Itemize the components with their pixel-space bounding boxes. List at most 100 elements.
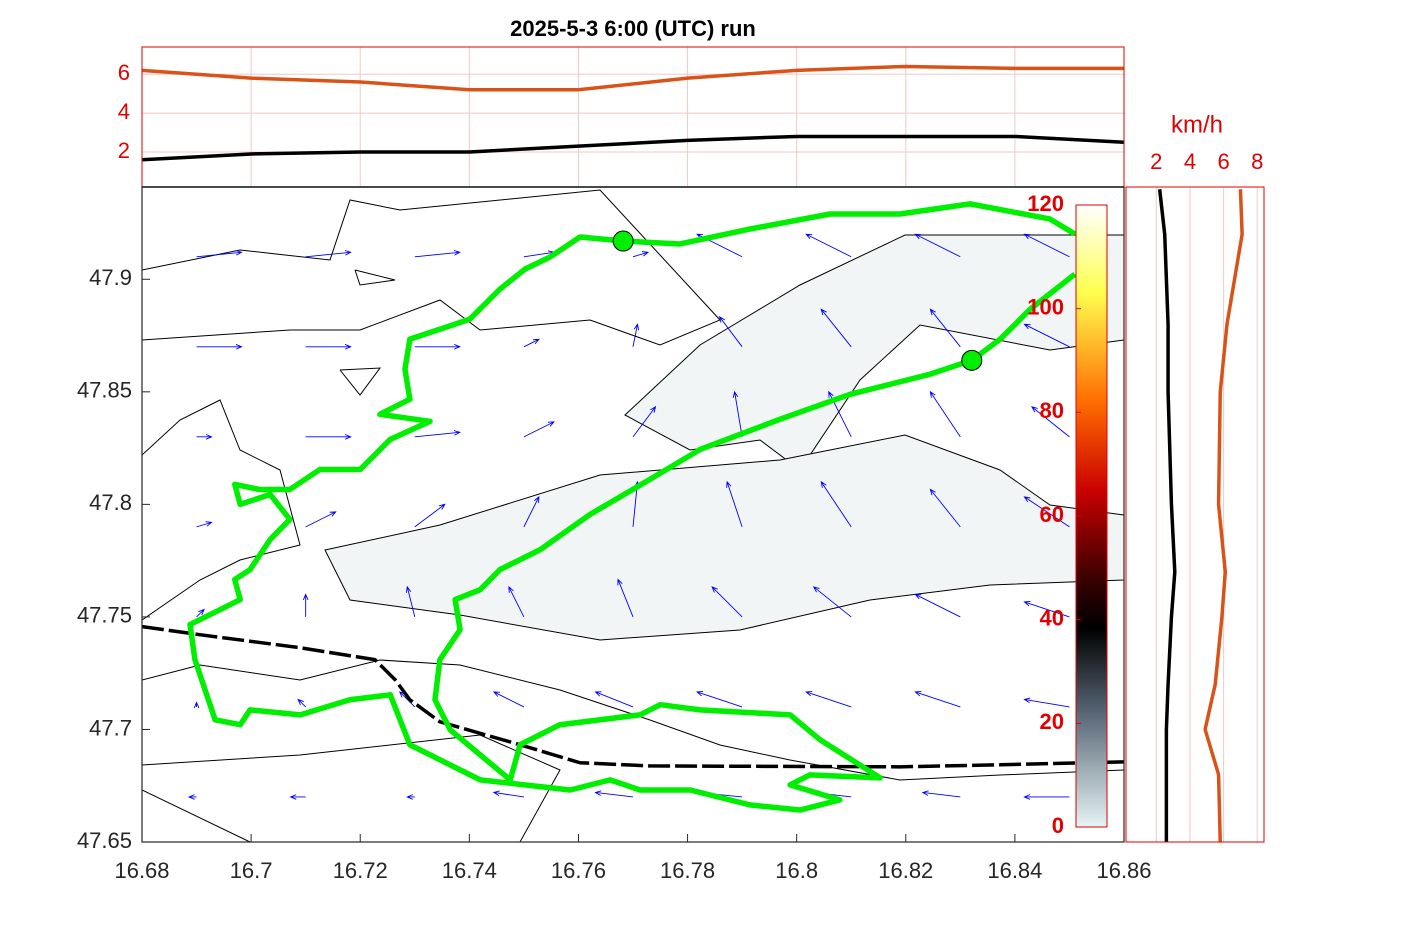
wind-arrow xyxy=(406,794,415,800)
colorbar-tick-label: 80 xyxy=(1040,398,1064,423)
x-tick-label: 16.76 xyxy=(551,858,606,883)
contour-line xyxy=(354,269,396,286)
wind-arrow xyxy=(929,308,961,348)
y-tick-label: 47.85 xyxy=(77,378,132,403)
map-layer xyxy=(142,201,1124,813)
wind-arrow xyxy=(812,586,852,618)
wind-arrow xyxy=(492,790,524,798)
y-tick-label: 6 xyxy=(118,60,130,85)
wind-arrow xyxy=(805,233,852,258)
wind-arrow xyxy=(929,488,961,528)
profile-series xyxy=(1157,189,1177,842)
colorbar-tick-label: 20 xyxy=(1040,709,1064,734)
x-tick-label: 16.74 xyxy=(442,858,497,883)
x-tick-label: 16.72 xyxy=(333,858,388,883)
wind-arrow xyxy=(414,503,446,528)
wind-arrow xyxy=(523,421,555,438)
wind-arrow xyxy=(196,344,243,350)
wind-arrow xyxy=(414,250,461,258)
wind-arrow xyxy=(196,250,243,258)
x-tick-label: 6 xyxy=(1217,149,1229,174)
x-tick-label: 8 xyxy=(1251,149,1263,174)
colorbar-tick-label: 100 xyxy=(1027,294,1064,319)
wind-arrow xyxy=(805,691,852,708)
y-tick-label: 4 xyxy=(118,99,130,124)
panel-frame xyxy=(1125,186,1265,843)
wind-arrow xyxy=(718,315,743,348)
y-tick-label: 47.9 xyxy=(89,265,132,290)
wind-arrow xyxy=(820,308,852,348)
wind-arrow xyxy=(617,578,634,618)
shaded-region xyxy=(324,434,1124,641)
wind-arrow xyxy=(929,390,961,438)
x-tick-label: 16.68 xyxy=(114,858,169,883)
wind-arrow xyxy=(632,323,640,347)
y-tick-label: 47.8 xyxy=(89,490,132,515)
colorbar-tick-label: 0 xyxy=(1052,813,1064,838)
x-tick-label: 16.82 xyxy=(878,858,933,883)
route-marker xyxy=(612,230,634,252)
route-track xyxy=(187,201,1077,813)
contours xyxy=(142,189,1124,842)
wind-arrow xyxy=(193,701,200,709)
contour-line xyxy=(142,734,561,842)
wind-arrow xyxy=(921,790,961,798)
wind-arrow xyxy=(305,344,352,350)
wind-arrow xyxy=(305,434,352,440)
wind-arrow xyxy=(732,390,743,437)
wind-arrow xyxy=(914,233,961,258)
wind-arrow xyxy=(297,698,306,708)
x-tick-label: 16.7 xyxy=(230,858,273,883)
wind-arrow xyxy=(914,593,961,618)
shaded-region xyxy=(624,234,1124,471)
y-tick-label: 47.7 xyxy=(89,715,132,740)
y-tick-label: 47.65 xyxy=(77,828,132,853)
wind-arrow xyxy=(196,434,213,440)
colorbar-tick-label: 60 xyxy=(1040,502,1064,527)
contour-line xyxy=(142,789,251,842)
x-tick-label: 16.8 xyxy=(775,858,818,883)
chart-title: 2025-5-3 6:00 (UTC) run xyxy=(510,16,756,41)
wind-arrow xyxy=(1023,697,1070,708)
contour-line xyxy=(142,189,721,346)
wind-arrow xyxy=(1023,233,1070,258)
wind-arrow xyxy=(594,790,634,798)
wind-arrow xyxy=(632,251,650,258)
line-series xyxy=(141,134,1125,162)
colorbar-tick-label: 120 xyxy=(1027,191,1064,216)
y-tick-label: 2 xyxy=(118,138,130,163)
wind-arrow xyxy=(414,344,461,350)
wind-arrow xyxy=(305,250,352,258)
wind-arrow xyxy=(289,794,306,800)
profile-series xyxy=(1203,189,1244,843)
x-tick-label: 16.84 xyxy=(987,858,1042,883)
wind-arrow xyxy=(914,691,961,708)
wind-arrow xyxy=(1023,323,1070,348)
wind-arrow xyxy=(711,586,743,618)
wind-arrow xyxy=(594,691,634,708)
line-series xyxy=(141,64,1124,92)
panel-bg xyxy=(142,47,1124,187)
wind-arrow xyxy=(820,480,852,528)
wind-arrow xyxy=(405,585,416,618)
wind-arrow xyxy=(523,338,540,348)
x-tick-label: 16.86 xyxy=(1096,858,1151,883)
axes-frame xyxy=(141,186,1125,843)
colorbar xyxy=(1075,204,1108,828)
wind-arrow xyxy=(508,585,525,618)
colorbar-tick-label: 40 xyxy=(1040,605,1064,630)
wind-arrow xyxy=(1023,496,1070,528)
wind-arrow xyxy=(1023,600,1070,618)
wind-arrow xyxy=(414,430,461,438)
y-tick-label: 47.75 xyxy=(77,603,132,628)
route-marker xyxy=(961,349,983,371)
wind-arrow xyxy=(302,593,309,617)
contour-line xyxy=(339,367,382,396)
wind-arrow xyxy=(523,495,540,528)
wind-arrow xyxy=(1023,794,1070,800)
wind-arrow xyxy=(196,521,213,528)
wind-arrow xyxy=(696,691,743,708)
x-tick-label: 16.78 xyxy=(660,858,715,883)
x-tick-label: 2 xyxy=(1150,149,1162,174)
